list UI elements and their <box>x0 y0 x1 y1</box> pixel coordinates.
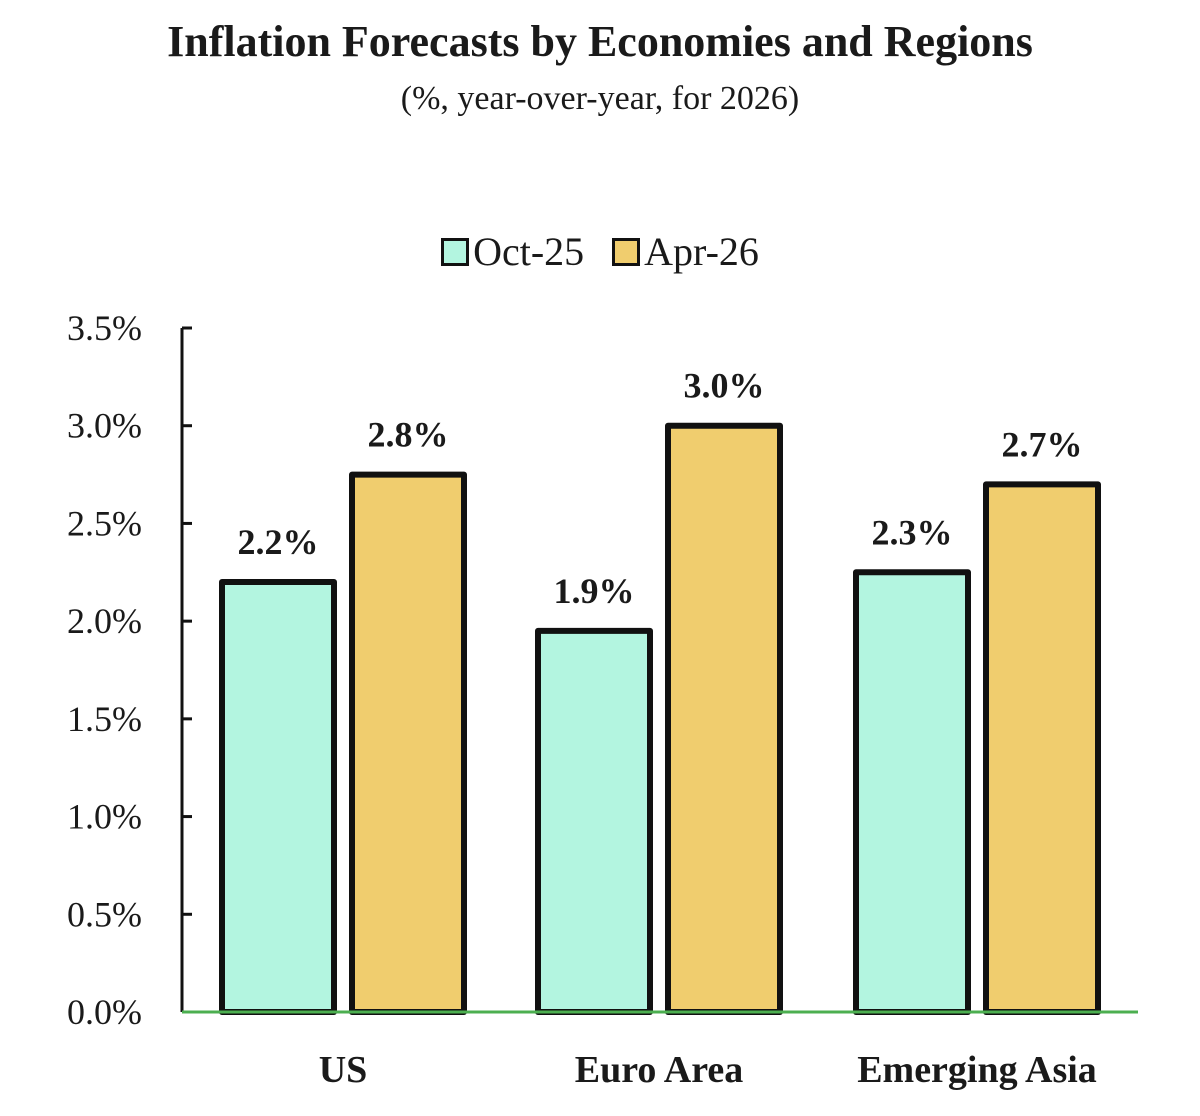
x-category-label: Euro Area <box>575 1049 744 1091</box>
bar-oct-25-euro-area <box>535 627 653 1016</box>
x-category-label: US <box>319 1049 368 1091</box>
data-label: 2.7% <box>1002 424 1083 464</box>
data-label: 2.8% <box>368 415 449 455</box>
y-tick-label: 1.5% <box>67 699 142 739</box>
bar-apr-26-us <box>349 471 467 1016</box>
legend-swatch-oct-25 <box>441 237 470 266</box>
bar-oct-25-us <box>219 579 337 1015</box>
bar-oct-25-emerging-asia <box>853 569 971 1015</box>
y-tick-label: 2.5% <box>67 503 142 543</box>
x-category-label: Emerging Asia <box>857 1049 1097 1091</box>
y-tick-label: 2.0% <box>67 601 142 641</box>
chart-legend: Oct-25 Apr-26 <box>0 228 1200 275</box>
chart-subtitle: (%, year-over-year, for 2026) <box>400 80 800 117</box>
legend-item-oct-25: Oct-25 <box>441 228 584 275</box>
bar-apr-26-emerging-asia <box>983 481 1101 1016</box>
data-label: 1.9% <box>554 571 635 611</box>
chart-title: Inflation Forecasts by Economies and Reg… <box>167 17 1033 66</box>
y-tick-label: 3.5% <box>67 308 142 348</box>
y-tick-label: 0.5% <box>67 894 142 934</box>
legend-label-oct-25: Oct-25 <box>473 229 585 274</box>
y-tick-label: 1.0% <box>67 797 142 837</box>
y-tick-label: 0.0% <box>67 992 142 1032</box>
data-label: 3.0% <box>684 366 765 406</box>
legend-item-apr-26: Apr-26 <box>612 228 759 275</box>
bar-apr-26-euro-area <box>665 422 783 1015</box>
legend-swatch-apr-26 <box>612 237 641 266</box>
data-label: 2.3% <box>872 512 953 552</box>
y-tick-label: 3.0% <box>67 406 142 446</box>
legend-label-apr-26: Apr-26 <box>644 229 759 274</box>
data-label: 2.2% <box>238 522 319 562</box>
